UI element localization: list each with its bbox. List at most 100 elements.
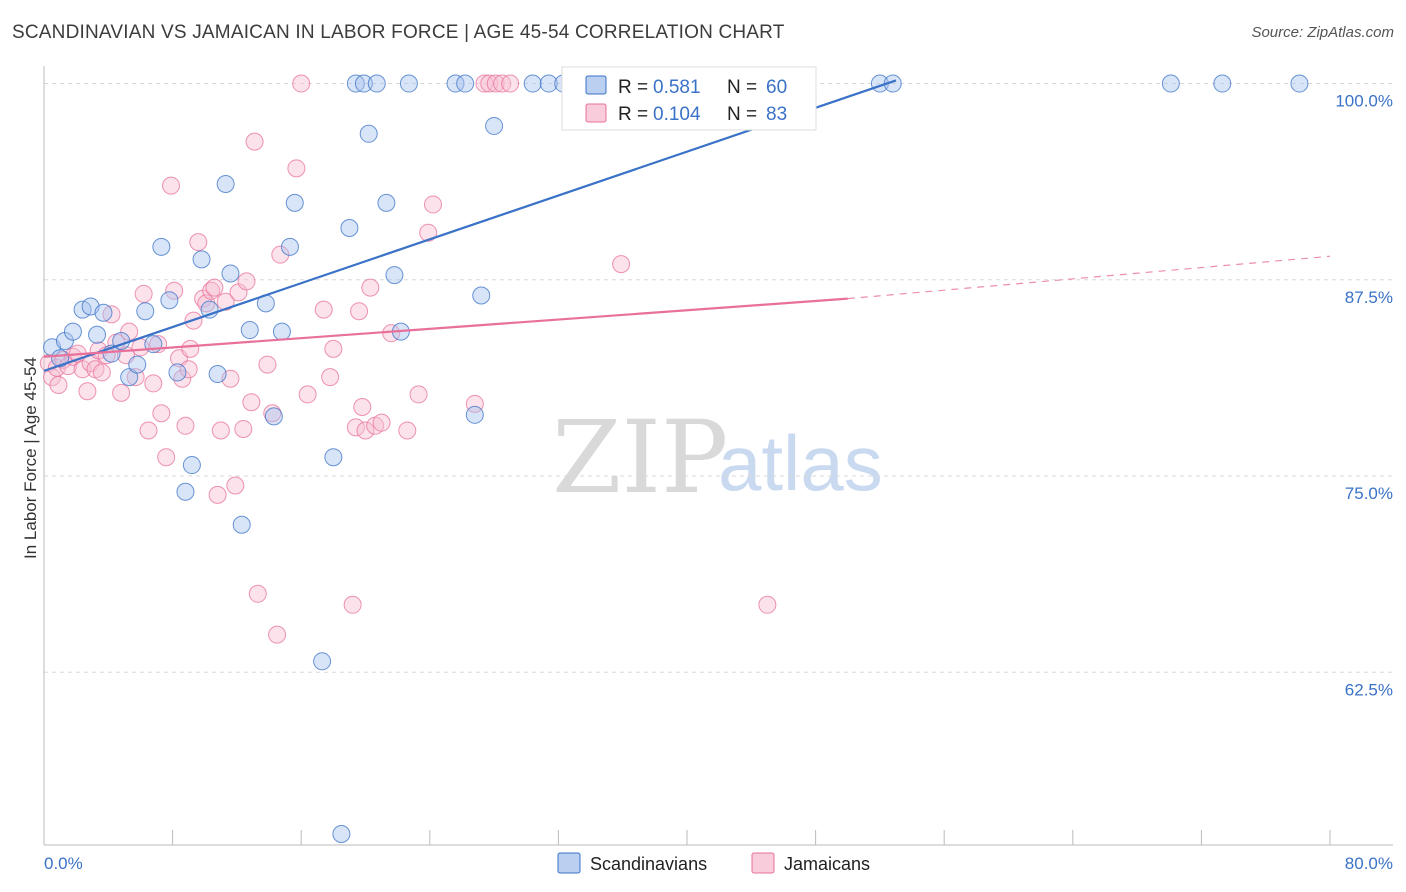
scandinavians-point (240, 321, 259, 340)
jamaicans-point (245, 132, 264, 151)
scandinavians-point (216, 175, 235, 194)
jamaicans-point (356, 421, 375, 440)
jamaicans-point (49, 375, 68, 394)
scandinavians-point (88, 325, 107, 344)
jamaicans-point (157, 448, 176, 467)
scandinavians-point (456, 74, 475, 93)
jamaicans-point (152, 404, 171, 423)
jamaicans-point (298, 385, 317, 404)
scandinavians-point (354, 74, 373, 93)
y-tick-label: 87.5% (1345, 288, 1393, 307)
jamaicans-point (112, 383, 131, 402)
jamaicans-point (176, 416, 195, 435)
jamaicans-point (612, 255, 631, 274)
jamaicans-point (398, 421, 417, 440)
scandinavians-point (367, 74, 386, 93)
y-tick-labels: 62.5% 75.0% 87.5% 100.0% (1335, 92, 1393, 700)
scandinavians-point (324, 448, 343, 467)
scandinavians-point (523, 74, 542, 93)
watermark-zip: ZIP (552, 399, 728, 516)
jamaicans-point (480, 74, 499, 93)
x-tick-label-min: 0.0% (44, 854, 83, 873)
scandinavians-point (539, 74, 558, 93)
scandinavians-point (446, 74, 465, 93)
jamaicans-point (268, 625, 287, 644)
jamaicans-point (161, 176, 180, 195)
scandinavians-point (472, 286, 491, 305)
legend-pink-n-value: 83 (766, 104, 787, 125)
y-axis-label: In Labor Force | Age 45-54 (21, 357, 40, 559)
jamaicans-points (39, 74, 777, 644)
scandinavians-point (168, 363, 187, 382)
scandinavians-point (176, 482, 195, 501)
x-tick-label-max: 80.0% (1345, 854, 1393, 873)
jamaicans-point (234, 419, 253, 438)
y-tick-label: 62.5% (1345, 680, 1393, 699)
scandinavians-point (285, 193, 304, 212)
jamaicans-point (486, 74, 505, 93)
jamaicans-point (343, 595, 362, 614)
legend-scandinavians-label: Scandinavians (590, 854, 707, 874)
source-credit: Source: ZipAtlas.com (1251, 24, 1394, 41)
jamaicans-point (165, 281, 184, 300)
jamaicans-point (314, 300, 333, 319)
legend-swatch-blue (585, 75, 607, 95)
legend-blue-n-value: 60 (766, 77, 787, 98)
jamaicans-point (292, 74, 311, 93)
jamaicans-point (208, 485, 227, 504)
scandinavians-point (340, 218, 359, 237)
jamaicans-point (216, 292, 235, 311)
scandinavians-point (313, 652, 332, 671)
legend-blue-r-label: R = (618, 77, 648, 98)
scandinavians-point (272, 322, 291, 341)
scandinavians-point (182, 456, 201, 475)
jamaicans-point (263, 404, 282, 423)
legend-pink-r-label: R = (618, 104, 648, 125)
scandinavians-point (377, 193, 396, 212)
scandinavians-point (359, 124, 378, 143)
scandinavians-point (280, 237, 299, 256)
scandinavians-point (232, 515, 251, 534)
jamaicans-point (237, 272, 256, 291)
scandinavians-point (192, 250, 211, 269)
jamaicans-point (287, 159, 306, 178)
jamaicans-point (205, 278, 224, 297)
jamaicans-point (179, 360, 198, 379)
scandinavians-point (485, 116, 504, 135)
jamaicans-point (63, 347, 82, 366)
scandinavians-point (63, 322, 82, 341)
legend-jamaicans-swatch (751, 852, 775, 874)
jamaicans-point (409, 385, 428, 404)
axes (43, 66, 1393, 846)
jamaicans-point (321, 368, 340, 387)
scandinavians-point (465, 405, 484, 424)
jamaicans-point (271, 245, 290, 264)
jamaicans-point (424, 195, 443, 214)
scandinavians-point (332, 825, 351, 844)
jamaicans-point (144, 374, 163, 393)
jamaicans-point (465, 394, 484, 413)
y-tick-label: 75.0% (1345, 484, 1393, 503)
scandinavians-point (152, 237, 171, 256)
scandinavians-point (264, 407, 283, 426)
chart-title: SCANDINAVIAN VS JAMAICAN IN LABOR FORCE … (12, 22, 785, 43)
legend-jamaicans-label: Jamaicans (784, 854, 870, 874)
legend-scandinavians-swatch (557, 852, 581, 874)
scandinavians-point (136, 302, 155, 321)
jamaicans-point (350, 302, 369, 321)
stats-legend: R = 0.581 N = 60 R = 0.104 N = 83 (561, 66, 817, 131)
jamaicans-point (419, 223, 438, 242)
scandinavians-point (51, 349, 70, 368)
jamaicans-point (501, 74, 520, 93)
jamaicans-point (78, 382, 97, 401)
jamaicans-point (173, 369, 192, 388)
legend-blue-n-label: N = (727, 77, 757, 98)
legend-pink-n-label: N = (727, 104, 757, 125)
jamaicans-point (202, 281, 221, 300)
scandinavians-points (43, 74, 1309, 844)
jamaicans-point (758, 595, 777, 614)
scandinavians-point (1161, 74, 1180, 93)
jamaicans-point (248, 584, 267, 603)
gridlines (44, 83, 1393, 673)
jamaicans-point (372, 413, 391, 432)
